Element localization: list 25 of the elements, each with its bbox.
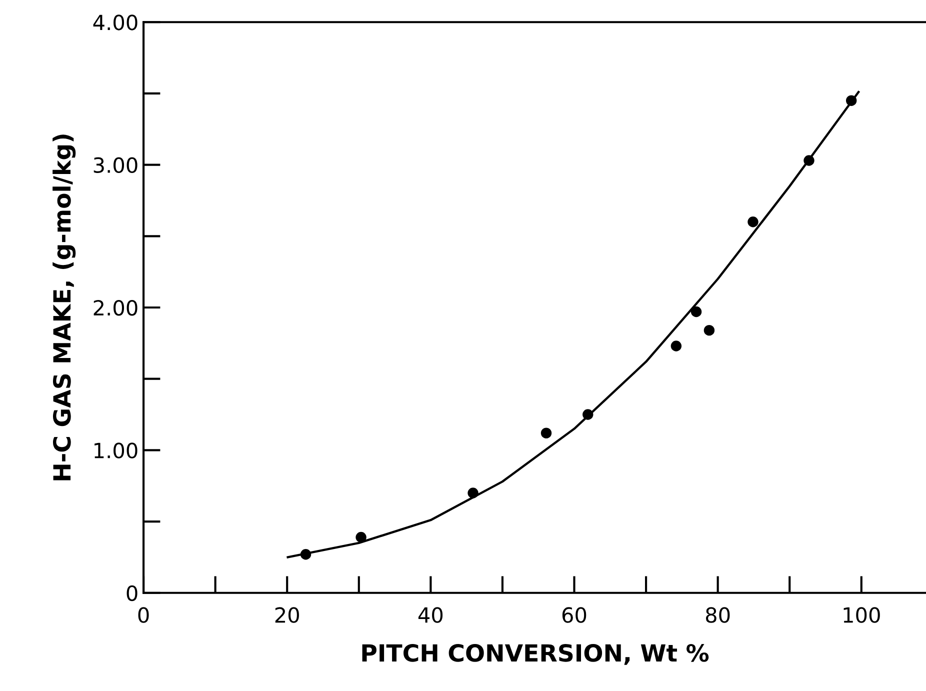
point <box>690 306 702 318</box>
x-tick-label: 40 <box>418 607 443 623</box>
point <box>468 488 478 498</box>
y-tick-label: 0 <box>126 585 138 602</box>
point <box>670 340 682 352</box>
x-axis-title: PITCH CONVERSION, Wt % <box>362 644 709 665</box>
x-tick-label: 0 <box>138 607 149 623</box>
line-series <box>286 90 860 558</box>
x-tick-label: 60 <box>562 607 586 623</box>
point <box>356 532 366 543</box>
point <box>804 155 814 166</box>
x-tick-label: 80 <box>706 607 730 623</box>
y-tick-label: 3.00 <box>94 157 138 174</box>
x-tick-label: 100 <box>844 607 880 623</box>
point <box>704 324 715 336</box>
point <box>540 428 552 438</box>
point <box>846 95 857 106</box>
y-tick-label: 1.00 <box>94 442 138 458</box>
point <box>748 216 758 228</box>
x-tick-label: 20 <box>275 607 299 623</box>
y-tick-label: 2.00 <box>94 300 138 316</box>
point <box>300 549 312 560</box>
y-tick-label: 4.00 <box>93 14 138 30</box>
y-axis-title: H-C GAS MAKE, (g-mol/kg) <box>52 134 76 480</box>
point <box>582 409 594 420</box>
